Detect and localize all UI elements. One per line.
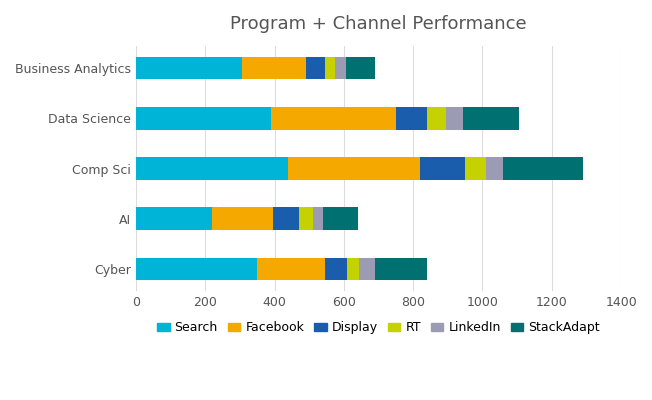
Bar bbox=[396, 107, 427, 130]
Bar bbox=[299, 208, 313, 230]
Bar bbox=[136, 107, 271, 130]
Bar bbox=[136, 57, 242, 80]
Bar bbox=[486, 157, 503, 180]
Bar bbox=[306, 57, 325, 80]
Bar bbox=[464, 107, 519, 130]
Bar bbox=[335, 57, 346, 80]
Bar bbox=[257, 258, 325, 280]
Bar bbox=[348, 258, 359, 280]
Bar bbox=[242, 57, 306, 80]
Bar bbox=[136, 258, 257, 280]
Bar bbox=[323, 208, 358, 230]
Bar bbox=[271, 107, 396, 130]
Bar bbox=[212, 208, 273, 230]
Bar bbox=[503, 157, 583, 180]
Bar bbox=[136, 157, 288, 180]
Legend: Search, Facebook, Display, RT, LinkedIn, StackAdapt: Search, Facebook, Display, RT, LinkedIn,… bbox=[152, 316, 605, 339]
Bar bbox=[325, 57, 335, 80]
Bar bbox=[427, 107, 446, 130]
Bar bbox=[465, 157, 486, 180]
Bar bbox=[273, 208, 299, 230]
Bar bbox=[288, 157, 420, 180]
Bar bbox=[420, 157, 465, 180]
Bar bbox=[446, 107, 464, 130]
Bar bbox=[136, 208, 212, 230]
Bar bbox=[313, 208, 323, 230]
Title: Program + Channel Performance: Program + Channel Performance bbox=[230, 15, 527, 33]
Bar bbox=[359, 258, 375, 280]
Bar bbox=[375, 258, 427, 280]
Bar bbox=[346, 57, 375, 80]
Bar bbox=[325, 258, 348, 280]
